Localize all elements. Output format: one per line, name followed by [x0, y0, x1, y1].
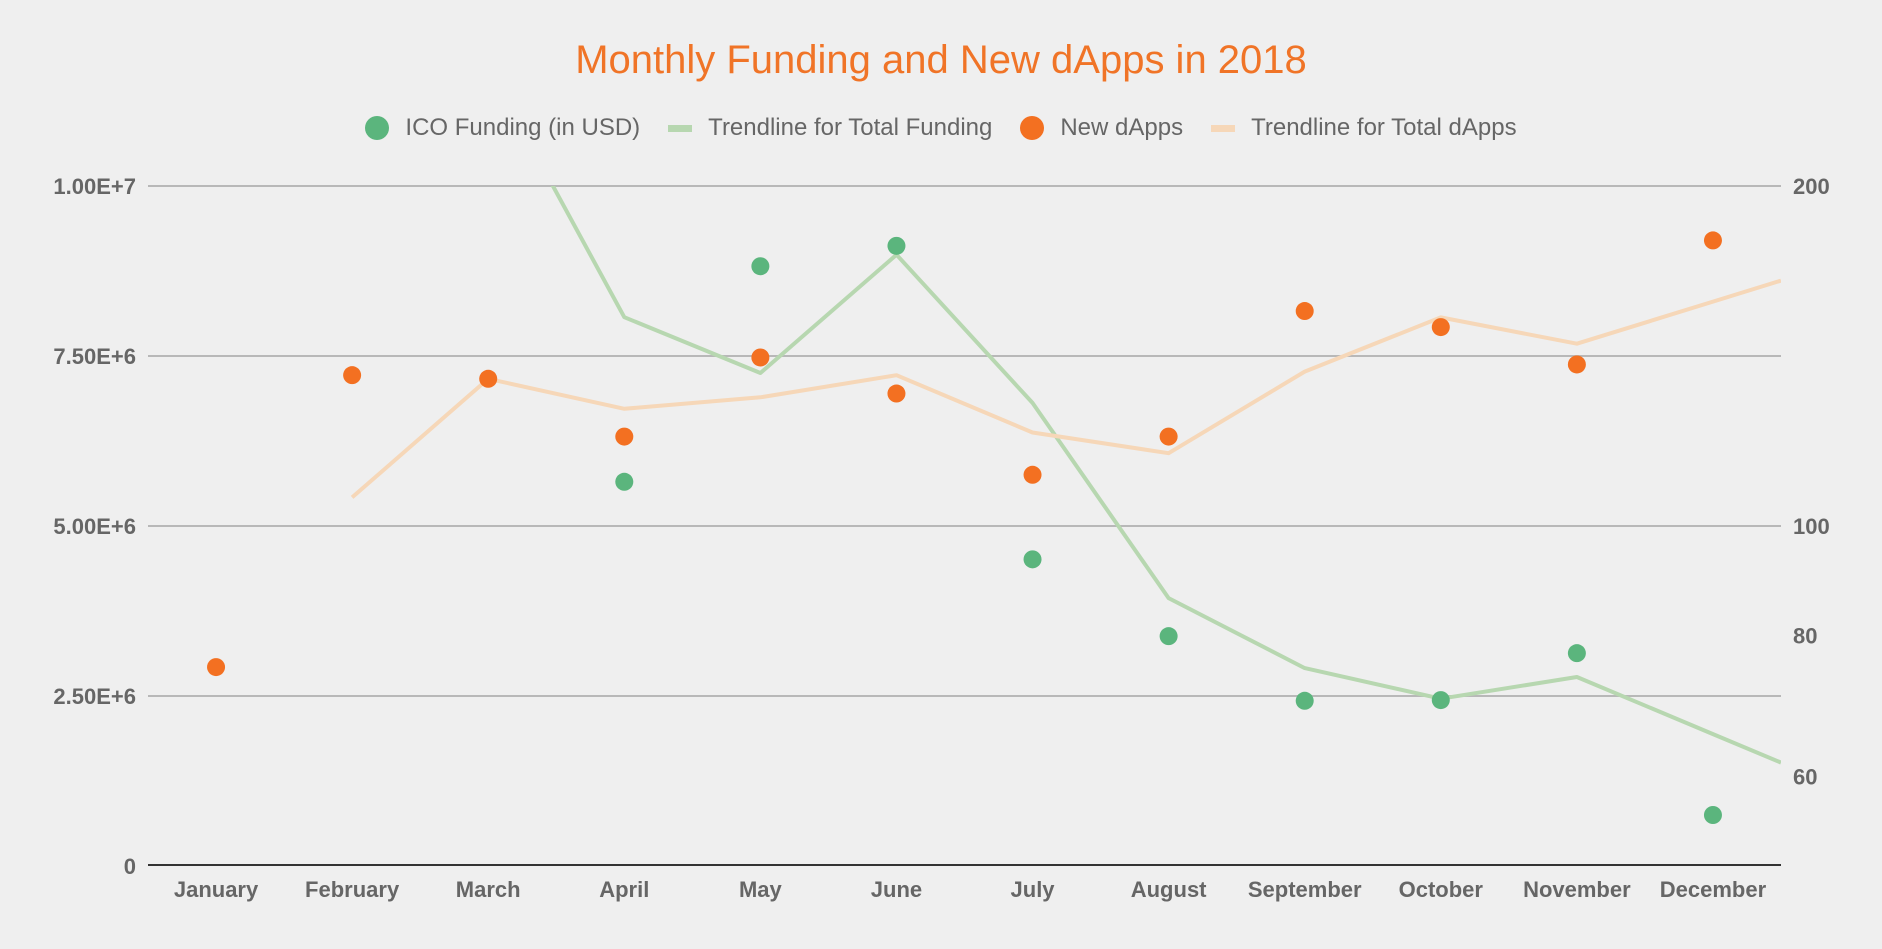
data-point-funding [1431, 691, 1450, 710]
data-point-funding [615, 472, 634, 491]
data-point-dapps [1431, 318, 1450, 337]
data-point-dapps [1567, 355, 1586, 374]
data-point-funding [887, 236, 906, 255]
data-point-dapps [615, 427, 634, 446]
left-tick-label: 2.50E+6 [53, 684, 136, 709]
data-point-funding [1567, 644, 1586, 663]
x-tick-label: January [174, 877, 259, 902]
legend: ICO Funding (in USD) Trendline for Total… [0, 114, 1882, 142]
data-point-dapps [1159, 427, 1178, 446]
data-point-funding [1023, 550, 1042, 569]
right-tick-label: 100 [1793, 514, 1830, 539]
data-point-dapps [751, 348, 770, 367]
data-point-dapps [1703, 231, 1722, 250]
legend-label: New dApps [1060, 114, 1184, 141]
legend-label: Trendline for Total Funding [708, 114, 993, 141]
data-point-dapps [1295, 302, 1314, 321]
data-point-dapps [887, 384, 906, 403]
data-point-funding [1295, 691, 1314, 710]
legend-item-ico-funding[interactable]: ICO Funding (in USD) [365, 114, 640, 142]
data-point-funding [751, 257, 770, 276]
legend-label: ICO Funding (in USD) [405, 114, 641, 141]
data-point-funding [1703, 806, 1722, 824]
trendlines [350, 186, 1781, 765]
x-tick-label: November [1523, 877, 1631, 902]
x-tick-label: July [1011, 877, 1056, 902]
left-tick-label: 1.00E+7 [53, 174, 136, 199]
data-point-dapps [343, 366, 362, 385]
x-tick-label: December [1660, 877, 1767, 902]
legend-label: Trendline for Total dApps [1251, 114, 1517, 141]
left-axis: 0 2.50E+6 5.00E+6 7.50E+6 1.00E+7 [53, 174, 136, 879]
right-tick-label: 80 [1793, 623, 1817, 648]
legend-line-icon [668, 124, 693, 132]
legend-item-trend-dapps[interactable]: Trendline for Total dApps [1211, 114, 1517, 142]
trendline-1 [550, 186, 1781, 765]
legend-item-trend-funding[interactable]: Trendline for Total Funding [668, 114, 992, 142]
left-tick-label: 0 [124, 854, 136, 879]
data-point-funding [1159, 627, 1178, 646]
legend-item-new-dapps[interactable]: New dApps [1020, 114, 1183, 142]
x-tick-label: August [1131, 877, 1207, 902]
x-tick-label: September [1248, 877, 1362, 902]
legend-line-icon [1211, 124, 1236, 132]
gridlines [148, 185, 1781, 697]
right-tick-label: 60 [1793, 765, 1817, 790]
legend-dot-icon [365, 116, 390, 140]
x-tick-label: October [1399, 877, 1484, 902]
x-tick-label: April [599, 877, 649, 902]
data-point-dapps [207, 658, 226, 677]
right-tick-label: 200 [1793, 174, 1830, 199]
x-tick-label: February [305, 877, 400, 902]
left-tick-label: 5.00E+6 [53, 514, 136, 539]
x-tick-label: June [871, 877, 922, 902]
data-points [207, 231, 1722, 824]
x-tick-label: March [456, 877, 521, 902]
left-tick-label: 7.50E+6 [53, 344, 136, 369]
data-point-dapps [1023, 465, 1042, 484]
x-tick-label: May [739, 877, 783, 902]
data-point-dapps [479, 369, 498, 388]
chart-title: Monthly Funding and New dApps in 2018 [575, 38, 1307, 82]
right-axis: 60 80 100 200 [1793, 174, 1830, 790]
x-axis: January February March April May June July Augu… [174, 877, 1767, 902]
trendline-3 [350, 278, 1781, 499]
legend-dot-icon [1020, 116, 1045, 140]
